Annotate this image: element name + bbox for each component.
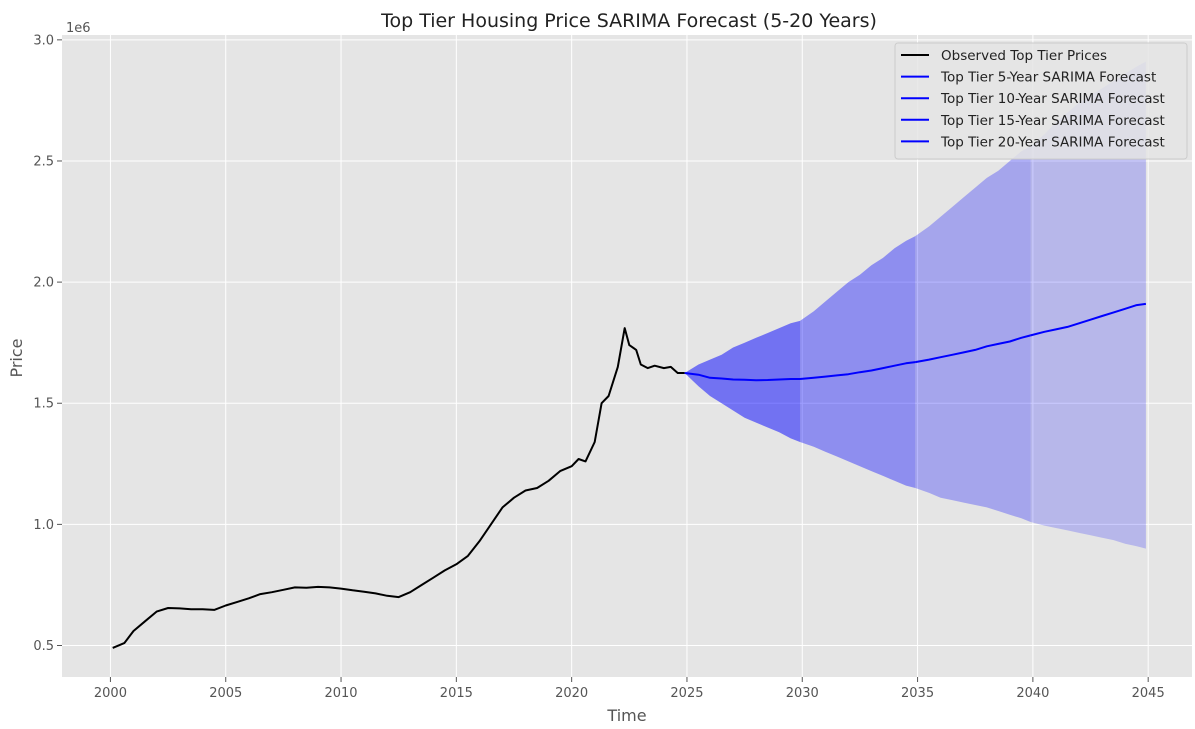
x-tick-label-8: 2040 [1016, 686, 1049, 701]
x-tick-label-7: 2035 [901, 686, 934, 701]
y-axis-title: Price [7, 338, 26, 377]
forecast-line-2 [799, 361, 916, 380]
forecast-band-3 [915, 146, 1031, 522]
y-tick-label-4: 2.5 [33, 154, 54, 169]
series-lines [112, 302, 1147, 649]
x-axis-title: Time [606, 706, 646, 725]
legend-label-2: Top Tier 10-Year SARIMA Forecast [940, 91, 1165, 107]
y-axis: 0.5 1.0 1.5 2.0 2.5 3.0 [33, 33, 62, 654]
y-offset-label: 1e6 [66, 21, 91, 36]
chart-title: Top Tier Housing Price SARIMA Forecast (… [380, 10, 877, 32]
x-tick-label-0: 2000 [94, 686, 127, 701]
x-tick-label-9: 2045 [1132, 686, 1165, 701]
x-tick-label-5: 2025 [670, 686, 703, 701]
x-axis: 2000 2005 2010 2015 2020 2025 2030 2035 2040 2045 [94, 677, 1165, 701]
y-tick-label-2: 1.5 [33, 397, 54, 412]
legend-label-1: Top Tier 5-Year SARIMA Forecast [940, 70, 1156, 86]
forecast-line-1 [684, 372, 800, 382]
observed-line [112, 327, 685, 649]
x-tick-label-2: 2010 [324, 686, 357, 701]
legend: Observed Top Tier Prices Top Tier 5-Year … [894, 42, 1188, 160]
x-tick-label-6: 2030 [786, 686, 819, 701]
forecast-line-4 [1030, 302, 1147, 337]
x-tick-label-4: 2020 [555, 686, 588, 701]
y-tick-label-0: 0.5 [33, 639, 54, 654]
legend-label-4: Top Tier 20-Year SARIMA Forecast [940, 134, 1165, 150]
x-tick-label-1: 2005 [209, 686, 242, 701]
forecast-band-1 [684, 320, 800, 442]
legend-box [894, 42, 1188, 160]
y-tick-label-1: 1.0 [33, 518, 54, 533]
x-tick-label-3: 2015 [440, 686, 473, 701]
legend-label-0: Observed Top Tier Prices [941, 48, 1107, 64]
forecast-line-3 [915, 334, 1031, 364]
forecast-band-4 [1030, 61, 1146, 549]
forecast-band-2 [800, 236, 916, 488]
legend-label-3: Top Tier 15-Year SARIMA Forecast [940, 113, 1165, 129]
y-tick-label-5: 3.0 [33, 33, 54, 48]
confidence-bands [684, 61, 1146, 549]
y-tick-label-3: 2.0 [33, 276, 54, 291]
